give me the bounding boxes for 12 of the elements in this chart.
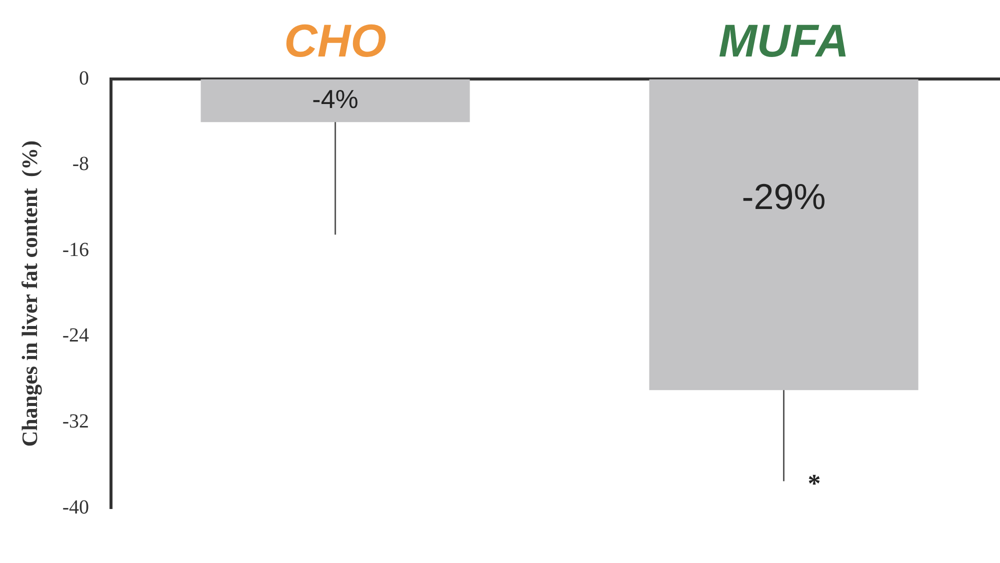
y-tick-label: 0	[79, 67, 90, 90]
data-label: -29%	[742, 176, 826, 218]
y-tick-label: -16	[62, 238, 90, 261]
y-tick-label: -40	[62, 496, 90, 518]
data-label: -4%	[312, 84, 358, 114]
y-tick-label: -8	[72, 153, 90, 176]
x-tick-label: MUFA	[718, 14, 849, 66]
y-axis-title: Changes in liver fat content (%)	[16, 140, 42, 447]
y-tick-label: -24	[62, 324, 90, 347]
y-tick-label: -32	[62, 410, 90, 432]
annotation: *	[808, 468, 821, 498]
x-tick-label: CHO	[284, 14, 387, 66]
